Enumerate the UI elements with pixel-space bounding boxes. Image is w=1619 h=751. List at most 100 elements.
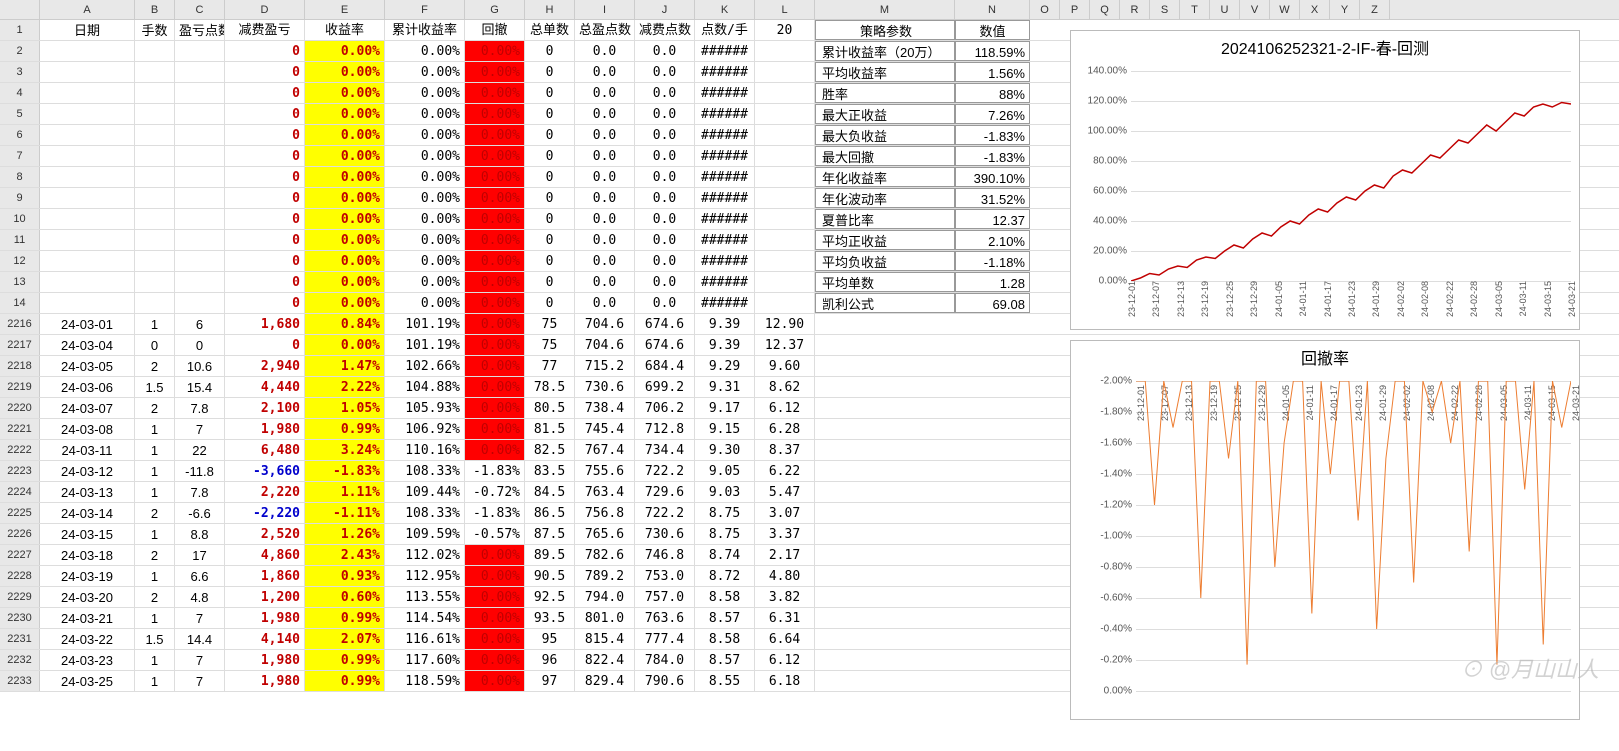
row-header[interactable]: 2233 bbox=[0, 671, 40, 691]
param-value[interactable]: 69.08 bbox=[955, 293, 1030, 313]
param-label[interactable]: 胜率 bbox=[815, 83, 955, 103]
param-label[interactable]: 夏普比率 bbox=[815, 209, 955, 229]
col-header-F[interactable]: F bbox=[385, 0, 465, 19]
header-cell-D[interactable]: 减费盈亏 bbox=[225, 20, 305, 40]
row-header[interactable]: 2232 bbox=[0, 650, 40, 670]
row-header[interactable]: 2221 bbox=[0, 419, 40, 439]
col-header-O[interactable]: O bbox=[1030, 0, 1060, 19]
row-header[interactable]: 1 bbox=[0, 20, 40, 40]
row-header[interactable]: 3 bbox=[0, 62, 40, 82]
col-header-J[interactable]: J bbox=[635, 0, 695, 19]
col-header-X[interactable]: X bbox=[1300, 0, 1330, 19]
param-value[interactable]: 390.10% bbox=[955, 167, 1030, 187]
row-header[interactable]: 12 bbox=[0, 251, 40, 271]
col-header-W[interactable]: W bbox=[1270, 0, 1300, 19]
row-header[interactable]: 2220 bbox=[0, 398, 40, 418]
row-header[interactable]: 2230 bbox=[0, 608, 40, 628]
row-header[interactable]: 2216 bbox=[0, 314, 40, 334]
row-header[interactable]: 2218 bbox=[0, 356, 40, 376]
col-header-B[interactable]: B bbox=[135, 0, 175, 19]
header-cell-J[interactable]: 减费点数 bbox=[635, 20, 695, 40]
col-header-U[interactable]: U bbox=[1210, 0, 1240, 19]
col-header-E[interactable]: E bbox=[305, 0, 385, 19]
col-header-A[interactable]: A bbox=[40, 0, 135, 19]
header-cell-H[interactable]: 总单数 bbox=[525, 20, 575, 40]
param-value[interactable]: 88% bbox=[955, 83, 1030, 103]
row-header[interactable]: 13 bbox=[0, 272, 40, 292]
row-header[interactable]: 2223 bbox=[0, 461, 40, 481]
param-value[interactable]: 118.59% bbox=[955, 41, 1030, 61]
col-header-K[interactable]: K bbox=[695, 0, 755, 19]
header-cell-F[interactable]: 累计收益率 bbox=[385, 20, 465, 40]
col-header-G[interactable]: G bbox=[465, 0, 525, 19]
header-cell-N[interactable]: 数值 bbox=[955, 20, 1030, 40]
row-header[interactable]: 14 bbox=[0, 293, 40, 313]
param-label[interactable]: 平均正收益 bbox=[815, 230, 955, 250]
col-header-N[interactable]: N bbox=[955, 0, 1030, 19]
row-header[interactable]: 8 bbox=[0, 167, 40, 187]
row-header[interactable]: 2229 bbox=[0, 587, 40, 607]
row-header[interactable]: 7 bbox=[0, 146, 40, 166]
param-value[interactable]: -1.18% bbox=[955, 251, 1030, 271]
header-cell-B[interactable]: 手数 bbox=[135, 20, 175, 40]
row-header[interactable]: 9 bbox=[0, 188, 40, 208]
row-header[interactable]: 2217 bbox=[0, 335, 40, 355]
x-tick-label: 23-12-13 bbox=[1176, 281, 1186, 317]
col-header-M[interactable]: M bbox=[815, 0, 955, 19]
row-header[interactable]: 2224 bbox=[0, 482, 40, 502]
param-label[interactable]: 年化收益率 bbox=[815, 167, 955, 187]
col-header-I[interactable]: I bbox=[575, 0, 635, 19]
param-label[interactable]: 平均负收益 bbox=[815, 251, 955, 271]
param-label[interactable]: 最大负收益 bbox=[815, 125, 955, 145]
header-cell-C[interactable]: 盈亏点数 bbox=[175, 20, 225, 40]
param-label[interactable]: 平均收益率 bbox=[815, 62, 955, 82]
col-header-L[interactable]: L bbox=[755, 0, 815, 19]
param-value[interactable]: -1.83% bbox=[955, 125, 1030, 145]
param-value[interactable]: 31.52% bbox=[955, 188, 1030, 208]
param-value[interactable]: 12.37 bbox=[955, 209, 1030, 229]
header-cell-K[interactable]: 点数/手 bbox=[695, 20, 755, 40]
param-value[interactable]: 1.28 bbox=[955, 272, 1030, 292]
param-value[interactable]: 1.56% bbox=[955, 62, 1030, 82]
col-header-V[interactable]: V bbox=[1240, 0, 1270, 19]
param-label[interactable]: 年化波动率 bbox=[815, 188, 955, 208]
col-header-R[interactable]: R bbox=[1120, 0, 1150, 19]
param-label[interactable]: 最大正收益 bbox=[815, 104, 955, 124]
param-label[interactable]: 最大回撤 bbox=[815, 146, 955, 166]
header-cell-L[interactable]: 20 bbox=[755, 20, 815, 40]
col-header-Z[interactable]: Z bbox=[1360, 0, 1390, 19]
header-cell-M[interactable]: 策略参数 bbox=[815, 20, 955, 40]
param-label[interactable]: 凯利公式 bbox=[815, 293, 955, 313]
col-header-C[interactable]: C bbox=[175, 0, 225, 19]
param-value[interactable]: 2.10% bbox=[955, 230, 1030, 250]
y-tick-label: 60.00% bbox=[1093, 186, 1131, 197]
col-header-D[interactable]: D bbox=[225, 0, 305, 19]
row-header[interactable]: 2225 bbox=[0, 503, 40, 523]
row-header[interactable]: 2222 bbox=[0, 440, 40, 460]
row-header[interactable]: 2219 bbox=[0, 377, 40, 397]
row-header[interactable]: 10 bbox=[0, 209, 40, 229]
col-header-Q[interactable]: Q bbox=[1090, 0, 1120, 19]
header-cell-E[interactable]: 收益率 bbox=[305, 20, 385, 40]
row-header[interactable]: 5 bbox=[0, 104, 40, 124]
col-header-S[interactable]: S bbox=[1150, 0, 1180, 19]
param-label[interactable]: 累计收益率（20万） bbox=[815, 41, 955, 61]
row-header[interactable]: 2228 bbox=[0, 566, 40, 586]
col-header-T[interactable]: T bbox=[1180, 0, 1210, 19]
header-cell-A[interactable]: 日期 bbox=[40, 20, 135, 40]
row-header[interactable]: 2227 bbox=[0, 545, 40, 565]
row-header[interactable]: 2 bbox=[0, 41, 40, 61]
param-value[interactable]: 7.26% bbox=[955, 104, 1030, 124]
row-header[interactable]: 2231 bbox=[0, 629, 40, 649]
param-label[interactable]: 平均单数 bbox=[815, 272, 955, 292]
param-value[interactable]: -1.83% bbox=[955, 146, 1030, 166]
col-header-P[interactable]: P bbox=[1060, 0, 1090, 19]
row-header[interactable]: 4 bbox=[0, 83, 40, 103]
row-header[interactable]: 6 bbox=[0, 125, 40, 145]
row-header[interactable]: 2226 bbox=[0, 524, 40, 544]
col-header-H[interactable]: H bbox=[525, 0, 575, 19]
col-header-Y[interactable]: Y bbox=[1330, 0, 1360, 19]
row-header[interactable]: 11 bbox=[0, 230, 40, 250]
header-cell-I[interactable]: 总盈点数 bbox=[575, 20, 635, 40]
header-cell-G[interactable]: 回撤 bbox=[465, 20, 525, 40]
